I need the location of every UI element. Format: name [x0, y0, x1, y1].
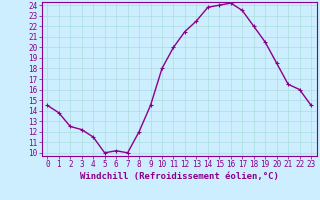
X-axis label: Windchill (Refroidissement éolien,°C): Windchill (Refroidissement éolien,°C) — [80, 172, 279, 181]
